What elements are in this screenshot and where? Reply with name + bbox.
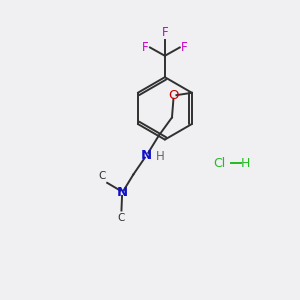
- Text: H: H: [241, 157, 250, 170]
- Text: C: C: [98, 171, 106, 181]
- Text: N: N: [116, 186, 128, 200]
- Text: Cl: Cl: [214, 157, 226, 170]
- Text: N: N: [141, 149, 152, 162]
- Text: C: C: [118, 213, 125, 223]
- Text: O: O: [168, 89, 179, 102]
- Text: F: F: [181, 41, 188, 54]
- Text: F: F: [142, 41, 149, 54]
- Text: F: F: [161, 26, 168, 39]
- Text: H: H: [156, 150, 165, 163]
